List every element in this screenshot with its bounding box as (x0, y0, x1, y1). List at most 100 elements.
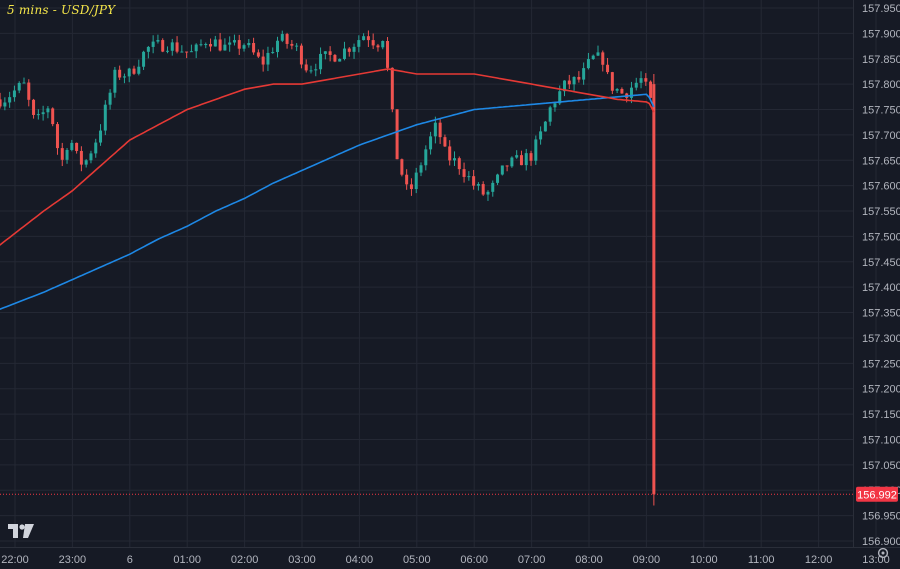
time-tick-label: 09:00 (633, 554, 661, 566)
price-tick-label: 157.950 (862, 3, 900, 15)
candle (146, 45, 150, 59)
last-price-tag: 156.992 (856, 486, 898, 502)
candle (94, 138, 98, 158)
time-tick-label: 10:00 (690, 554, 718, 566)
time-tick-label: 22:00 (1, 554, 29, 566)
candle (122, 73, 126, 84)
candle (610, 71, 614, 95)
candle (70, 139, 74, 152)
candle (247, 39, 251, 48)
candle (218, 32, 222, 52)
price-tick-label: 157.300 (862, 333, 900, 345)
candle (452, 151, 456, 167)
candle (323, 51, 327, 60)
candle (496, 173, 500, 186)
candle (290, 39, 294, 50)
candle (510, 156, 514, 168)
time-tick-label: 06:00 (460, 554, 488, 566)
time-axis: 22:00 23:00 6 01:00 02:00 03:00 04:00 05:00 06:0… (1, 554, 890, 566)
candle (266, 46, 270, 72)
price-tick-label: 157.600 (862, 181, 900, 193)
candle (338, 58, 342, 62)
candle (314, 63, 318, 77)
candle (386, 37, 390, 72)
candle (22, 77, 26, 84)
price-tick-label: 157.450 (862, 257, 900, 269)
tradingview-logo[interactable] (8, 524, 34, 543)
candle (256, 49, 260, 58)
candle (591, 54, 595, 60)
price-tick-label: 157.750 (862, 105, 900, 117)
time-tick-label: 03:00 (288, 554, 316, 566)
candle (137, 59, 141, 76)
candle (582, 62, 586, 85)
candle (170, 38, 174, 56)
candle (194, 43, 198, 59)
time-tick-label: 08:00 (575, 554, 603, 566)
candle (529, 150, 533, 166)
candle (228, 36, 232, 52)
candle (41, 105, 45, 121)
candle (299, 43, 303, 69)
candle (371, 33, 375, 50)
candle (639, 71, 643, 89)
candle (60, 142, 64, 167)
candle (328, 46, 332, 62)
candle (629, 81, 633, 104)
price-tick-label: 157.350 (862, 308, 900, 320)
candle (127, 67, 131, 83)
candle (457, 156, 461, 175)
candle (620, 87, 624, 94)
candle (400, 158, 404, 177)
candle (223, 38, 227, 51)
candle (467, 171, 471, 181)
candle (185, 51, 189, 59)
candle (189, 44, 193, 53)
candle (433, 116, 437, 144)
candle (108, 89, 112, 110)
candle (476, 182, 480, 191)
time-tick-label: 12:00 (805, 554, 833, 566)
candle (438, 119, 442, 144)
price-tick-label: 157.700 (862, 130, 900, 142)
time-tick-label: 05:00 (403, 554, 431, 566)
price-tick-label: 157.250 (862, 358, 900, 370)
candle (209, 38, 213, 52)
candle (118, 65, 122, 81)
candle (424, 145, 428, 171)
time-tick-label: 02:00 (231, 554, 259, 566)
candle (524, 148, 528, 171)
candle (261, 49, 265, 72)
last-price-label: 156.992 (857, 489, 897, 501)
price-tick-label: 157.150 (862, 409, 900, 421)
candle (99, 124, 103, 146)
candle (601, 50, 605, 72)
candle (500, 165, 504, 176)
candle (395, 109, 399, 160)
time-tick-label: 11:00 (748, 554, 775, 566)
price-tick-label: 157.400 (862, 282, 900, 294)
candle (577, 71, 581, 83)
candle (606, 57, 610, 75)
candle (572, 76, 576, 91)
candle (342, 41, 346, 61)
candle (352, 43, 356, 59)
candle (295, 43, 299, 52)
candle (161, 38, 165, 53)
candle (481, 181, 485, 196)
candle (113, 66, 117, 98)
candle (472, 169, 476, 190)
candle (429, 131, 433, 155)
candle (553, 101, 557, 112)
candle (486, 190, 490, 201)
candle (381, 40, 385, 50)
settings-button[interactable] (877, 546, 889, 564)
time-tick-label: 07:00 (518, 554, 546, 566)
candle (175, 36, 179, 54)
candle (132, 65, 136, 75)
candle (563, 80, 567, 97)
candle (180, 45, 184, 53)
candle (55, 121, 59, 155)
candle (376, 43, 380, 52)
